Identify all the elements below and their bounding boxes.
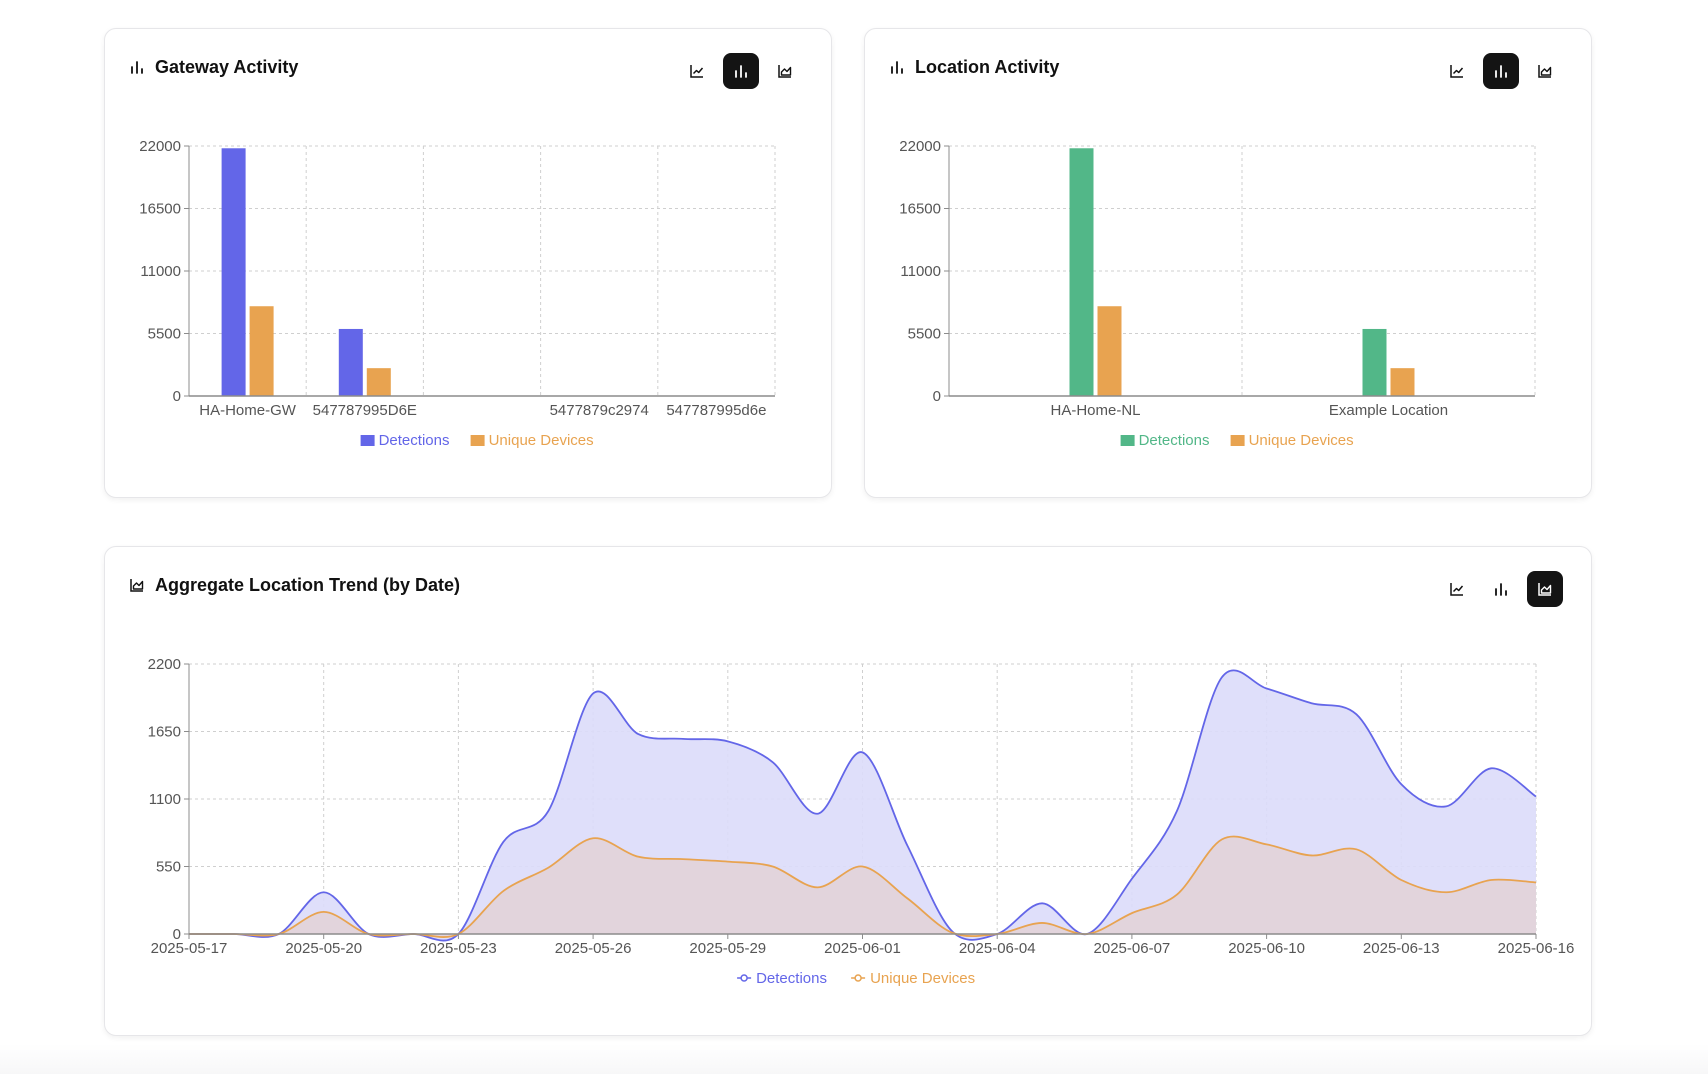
bar-chart-icon <box>889 59 905 75</box>
aggregate-trend-chart: 0 550 1100 1650 2200 2025-05-17 2025-05-20 2025… <box>148 656 1575 987</box>
y-tick-label: 5500 <box>908 326 941 343</box>
page-bottom-fade <box>0 1044 1708 1074</box>
bar-detections <box>1362 328 1387 396</box>
legend-marker-icon <box>740 974 748 982</box>
bar-unique-devices <box>249 306 274 396</box>
y-tick-label: 22000 <box>139 138 181 155</box>
x-tick-label: Example Location <box>1329 402 1448 419</box>
aggregate-trend-header: Aggregate Location Trend (by Date) <box>129 573 460 597</box>
trend-chart-type-toggle <box>1439 571 1563 607</box>
location-activity-header: Location Activity <box>889 55 1059 79</box>
x-tick-label: HA-Home-GW <box>199 402 297 419</box>
y-tick-label: 11000 <box>140 263 181 280</box>
bar-chart-button[interactable] <box>1483 53 1519 89</box>
gateway-activity-header: Gateway Activity <box>129 55 298 79</box>
aggregate-trend-card: Aggregate Location Trend (by Date) 0 550 1… <box>104 546 1592 1036</box>
legend-label: Detections <box>379 432 450 449</box>
gateway-activity-chart: 0 5500 11000 16500 22000 HA-Home-GW 547787995D… <box>139 138 776 449</box>
y-tick-label: 5500 <box>148 326 181 343</box>
legend-label: Detections <box>1139 432 1210 449</box>
y-tick-label: 11000 <box>900 263 941 280</box>
legend-swatch <box>1120 435 1135 446</box>
legend-marker-icon <box>854 974 862 982</box>
y-tick-label: 0 <box>173 926 181 943</box>
bar-detections <box>221 148 246 396</box>
x-tick-label: 2025-05-23 <box>420 940 497 957</box>
x-tick-label: 547787995D6E <box>313 402 417 419</box>
gateway-activity-title: Gateway Activity <box>155 56 299 77</box>
legend-label: Unique Devices <box>870 970 975 987</box>
y-tick-label: 16500 <box>139 201 181 218</box>
x-tick-label: 2025-06-16 <box>1498 940 1575 957</box>
aggregate-trend-title: Aggregate Location Trend (by Date) <box>155 574 461 595</box>
x-tick-label: 2025-06-04 <box>959 940 1036 957</box>
bar-unique-devices <box>1097 306 1122 396</box>
bar-unique-devices <box>366 368 391 396</box>
x-tick-label: 2025-05-17 <box>151 940 228 957</box>
bar-chart-icon <box>1495 583 1507 596</box>
series-line-detections <box>188 669 1537 942</box>
bar-chart-icon <box>129 59 145 75</box>
x-tick-label: 5477879c2974 <box>550 402 649 419</box>
bar-detections <box>338 328 363 396</box>
y-tick-label: 0 <box>933 388 941 405</box>
line-chart-button[interactable] <box>1439 53 1475 89</box>
x-tick-label: 2025-06-13 <box>1363 940 1440 957</box>
legend-label: Detections <box>756 970 827 987</box>
legend-swatch <box>360 435 375 446</box>
y-tick-label: 550 <box>156 859 181 876</box>
area-chart-icon <box>1538 583 1552 596</box>
area-chart-button[interactable] <box>1527 571 1563 607</box>
x-tick-label: 2025-06-01 <box>824 940 901 957</box>
bar-chart-button[interactable] <box>723 53 759 89</box>
line-chart-icon <box>1450 583 1464 596</box>
bar-chart-icon <box>735 65 747 78</box>
area-chart-button[interactable] <box>767 53 803 89</box>
x-tick-label: 2025-06-07 <box>1094 940 1171 957</box>
x-tick-label: HA-Home-NL <box>1050 402 1140 419</box>
gateway-chart-type-toggle <box>679 53 803 89</box>
y-tick-label: 1100 <box>149 791 181 808</box>
legend-swatch <box>470 435 485 446</box>
legend-label: Unique Devices <box>1249 432 1354 449</box>
legend-label: Unique Devices <box>489 432 594 449</box>
x-tick-label: 2025-05-29 <box>689 940 766 957</box>
area-chart-icon <box>778 65 792 78</box>
y-tick-label: 22000 <box>899 138 941 155</box>
area-chart-icon <box>129 577 145 593</box>
y-tick-label: 16500 <box>899 201 941 218</box>
x-tick-label: 2025-06-10 <box>1228 940 1305 957</box>
line-chart-button[interactable] <box>679 53 715 89</box>
x-tick-label: 2025-05-26 <box>555 940 632 957</box>
location-activity-chart: 0 5500 11000 16500 22000 HA-Home-NL Example Lo… <box>899 138 1536 449</box>
y-tick-label: 0 <box>173 388 181 405</box>
area-fill-unique-devices <box>189 836 1536 938</box>
bar-unique-devices <box>1390 368 1415 396</box>
x-tick-label: 2025-05-20 <box>285 940 362 957</box>
bar-chart-button[interactable] <box>1483 571 1519 607</box>
x-tick-label: 547787995d6e <box>666 402 766 419</box>
area-chart-button[interactable] <box>1527 53 1563 89</box>
y-tick-label: 2200 <box>148 656 181 673</box>
line-chart-icon <box>690 65 704 78</box>
legend-swatch <box>1230 435 1245 446</box>
bar-chart-icon <box>1495 65 1507 78</box>
location-activity-card: Location Activity 0 5500 11000 16500 22000 HA… <box>864 28 1592 498</box>
line-chart-button[interactable] <box>1439 571 1475 607</box>
y-tick-label: 1650 <box>148 724 181 741</box>
location-chart-type-toggle <box>1439 53 1563 89</box>
area-chart-icon <box>1538 65 1552 78</box>
gateway-activity-card: Gateway Activity 0 5500 11000 16500 22000 HA-… <box>104 28 832 498</box>
bar-detections <box>1069 148 1094 396</box>
location-activity-title: Location Activity <box>915 56 1060 77</box>
line-chart-icon <box>1450 65 1464 78</box>
